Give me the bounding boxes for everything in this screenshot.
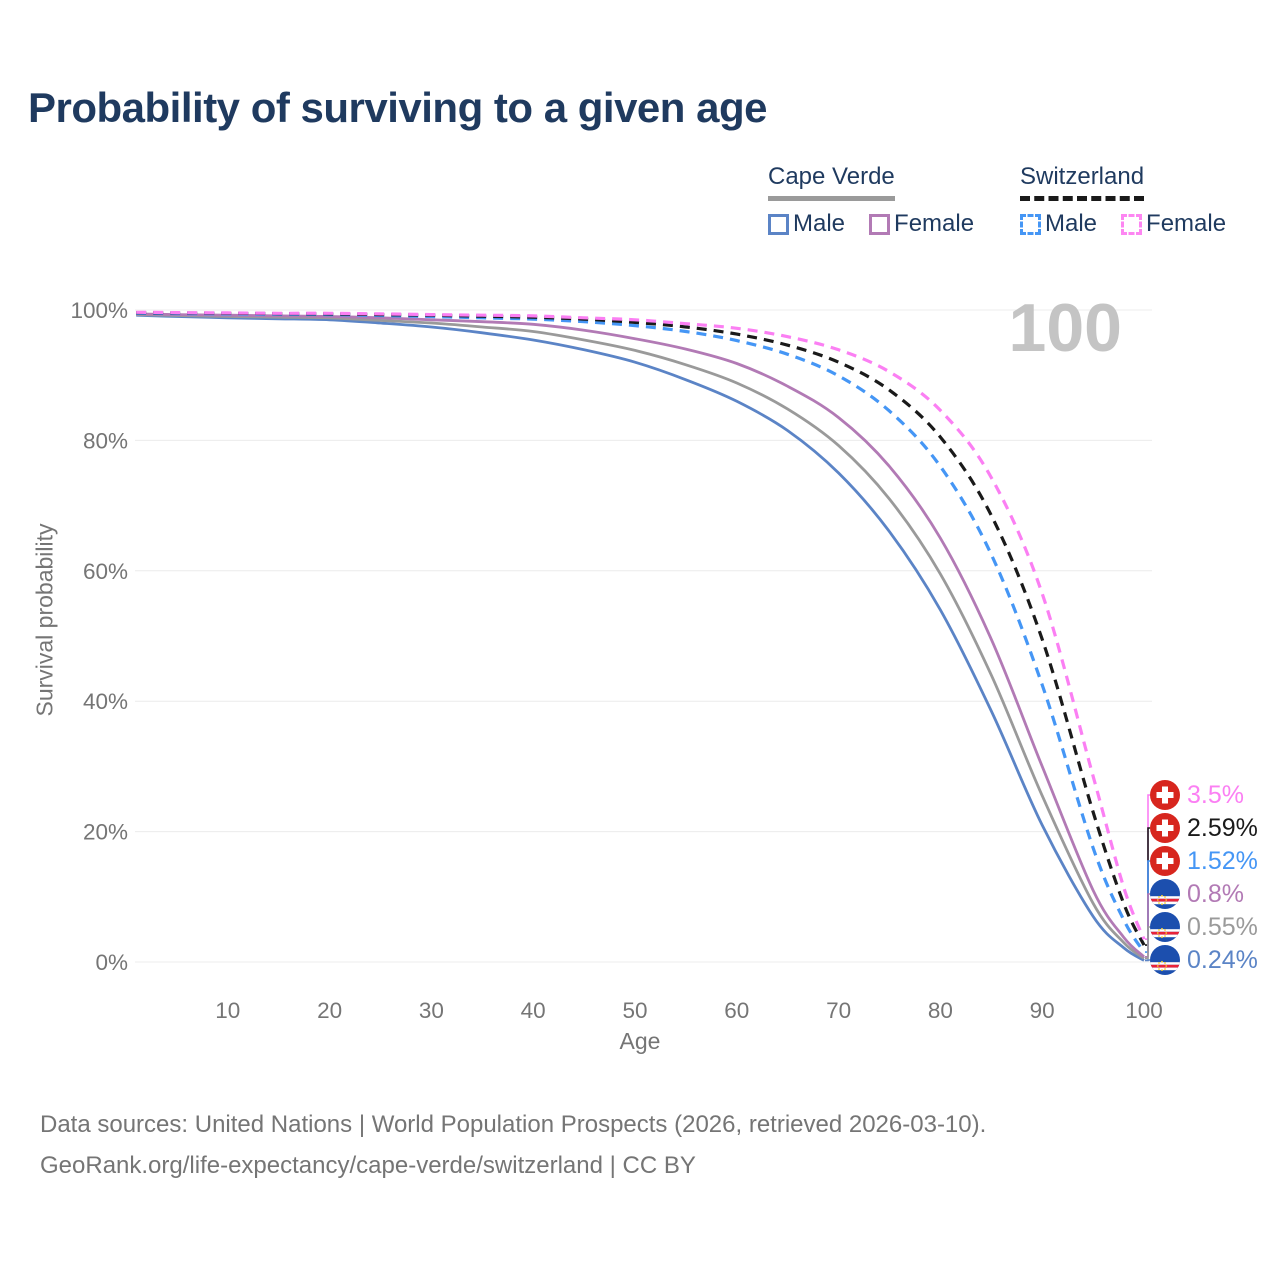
legend-items-cape-verde: Male Female — [768, 210, 974, 238]
x-tick-label: 70 — [826, 998, 851, 1023]
legend-country-switzerland[interactable]: Switzerland — [1020, 163, 1145, 201]
y-tick-label: 100% — [70, 298, 128, 323]
end-label-value: 0.55% — [1187, 912, 1258, 941]
x-tick-label: 100 — [1125, 998, 1163, 1023]
cape-verde-flag-icon — [1150, 879, 1180, 909]
legend-item-cape-verde-male[interactable]: Male — [768, 210, 845, 238]
series-line-cape-verde-female[interactable] — [136, 312, 1145, 958]
legend-item-cape-verde-female[interactable]: Female — [869, 210, 974, 238]
legend-country-cape-verde[interactable]: Cape Verde — [768, 163, 895, 201]
end-label-switzerland-152: 1.52% — [1150, 845, 1258, 877]
end-label-value: 0.24% — [1187, 945, 1258, 974]
end-label-connector — [1145, 893, 1150, 958]
switzerland-flag-icon — [1150, 813, 1180, 843]
footer: Data sources: United Nations | World Pop… — [40, 1104, 986, 1186]
legend-label-cape-verde-female: Female — [894, 210, 975, 237]
footer-data-sources: Data sources: United Nations | World Pop… — [40, 1111, 987, 1138]
x-tick-label: 10 — [215, 998, 240, 1023]
legend-group-switzerland: Switzerland Male Female — [1020, 163, 1226, 238]
legend-items-switzerland: Male Female — [1020, 210, 1226, 238]
switzerland-female-swatch-icon — [1121, 213, 1143, 235]
legend-item-switzerland-male[interactable]: Male — [1020, 210, 1097, 238]
end-label-switzerland-35: 3.5% — [1150, 779, 1244, 811]
x-tick-label: 60 — [724, 998, 749, 1023]
switzerland-male-swatch-icon — [1020, 213, 1041, 235]
end-label-cape-verde-08: 0.8% — [1150, 878, 1244, 910]
x-tick-label: 20 — [317, 998, 342, 1023]
series-line-switzerland-male[interactable] — [136, 311, 1146, 953]
switzerland-flag-icon — [1150, 846, 1180, 876]
end-label-value: 1.52% — [1187, 846, 1258, 875]
series-line-switzerland-all[interactable] — [136, 311, 1146, 946]
switzerland-flag-icon — [1150, 780, 1180, 810]
age-counter: 100 — [1008, 290, 1122, 366]
end-label-connector — [1145, 926, 1150, 960]
series-line-cape-verde-all[interactable] — [136, 313, 1145, 960]
legend-group-cape-verde: Cape Verde Male Female — [768, 163, 974, 238]
end-label-value: 0.8% — [1187, 879, 1244, 908]
end-label-cape-verde-024: 0.24% — [1150, 944, 1258, 976]
cape-verde-male-swatch-icon — [768, 213, 789, 235]
x-tick-label: 40 — [521, 998, 546, 1023]
end-label-switzerland-259: 2.59% — [1150, 812, 1258, 844]
cape-verde-flag-icon — [1150, 912, 1180, 942]
y-tick-label: 40% — [83, 689, 128, 714]
legend-label-cape-verde-male: Male — [793, 210, 846, 237]
end-label-value: 3.5% — [1187, 780, 1244, 809]
cape-verde-flag-icon — [1150, 945, 1180, 975]
page-title: Probability of surviving to a given age — [28, 84, 767, 131]
x-tick-label: 50 — [622, 998, 647, 1023]
y-tick-label: 20% — [83, 820, 128, 845]
series-line-switzerland-female[interactable] — [136, 310, 1146, 940]
y-axis-title: Survival probability — [31, 523, 58, 717]
y-tick-label: 60% — [83, 559, 128, 584]
legend-item-switzerland-female[interactable]: Female — [1121, 210, 1226, 238]
legend-label-switzerland-male: Male — [1045, 210, 1098, 237]
cape-verde-female-swatch-icon — [869, 213, 891, 235]
y-tick-label: 80% — [83, 428, 128, 453]
end-label-cape-verde-055: 0.55% — [1150, 911, 1258, 943]
x-tick-label: 90 — [1030, 998, 1055, 1023]
x-axis-title: Age — [619, 1028, 661, 1054]
y-tick-label: 0% — [95, 950, 128, 975]
legend-label-switzerland-female: Female — [1146, 210, 1227, 237]
series-line-cape-verde-male[interactable] — [136, 313, 1145, 962]
x-tick-label: 80 — [928, 998, 953, 1023]
x-tick-label: 30 — [419, 998, 444, 1023]
end-label-value: 2.59% — [1187, 813, 1258, 842]
footer-attribution: GeoRank.org/life-expectancy/cape-verde/s… — [40, 1152, 696, 1179]
